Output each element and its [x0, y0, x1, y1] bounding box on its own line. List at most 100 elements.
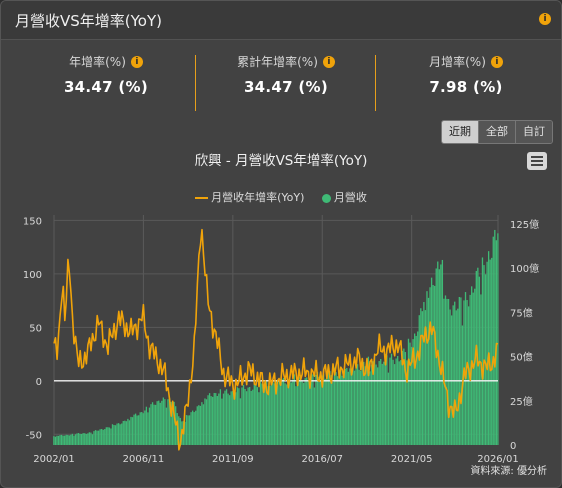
revenue-bar [403, 348, 405, 445]
revenue-bar [474, 288, 476, 445]
revenue-bar [489, 259, 491, 445]
revenue-bar [398, 361, 400, 445]
revenue-bar [60, 434, 63, 445]
revenue-bar [356, 364, 359, 445]
stat-label: 累計年增率(%) i [196, 53, 376, 70]
chart-legend: 月營收年增率(YoY) 月營收 [1, 189, 561, 205]
revenue-bar [165, 407, 168, 445]
revenue-bar [327, 370, 329, 445]
range-button-custom[interactable]: 自訂 [515, 121, 552, 143]
info-icon[interactable]: i [539, 13, 551, 25]
legend-item-yoy[interactable]: 月營收年增率(YoY) [195, 189, 304, 205]
revenue-bar [187, 415, 189, 445]
revenue-bar [454, 301, 456, 445]
revenue-bar [190, 412, 192, 445]
revenue-bars [53, 229, 499, 445]
range-button-recent[interactable]: 近期 [442, 121, 478, 143]
revenue-bar [429, 287, 431, 445]
stat-value: 34.47 (%) [243, 78, 329, 96]
x-tick-label: 2021/05 [391, 454, 433, 465]
revenue-bar [90, 432, 92, 445]
revenue-bar [309, 379, 311, 445]
revenue-bar [218, 393, 220, 445]
revenue-bar [286, 384, 288, 445]
revenue-bar [495, 240, 497, 445]
revenue-bar [484, 274, 487, 445]
revenue-bar [289, 378, 291, 445]
revenue-bar [400, 360, 402, 445]
y-right-tick-label: 75億 [510, 306, 533, 319]
revenue-bar [151, 402, 154, 445]
revenue-bar [344, 368, 346, 445]
chart-menu-icon[interactable] [527, 152, 547, 170]
revenue-bar [94, 430, 97, 445]
revenue-bar [389, 357, 391, 445]
revenue-bar [127, 418, 129, 445]
info-icon[interactable]: i [322, 55, 335, 68]
revenue-bar [353, 370, 356, 445]
revenue-bar [497, 233, 499, 445]
revenue-bar [469, 294, 471, 445]
revenue-bar [401, 350, 403, 445]
revenue-bar [265, 381, 268, 445]
revenue-bar [122, 421, 124, 445]
revenue-bar [124, 420, 126, 445]
revenue-bar [207, 395, 209, 445]
revenue-bar [383, 361, 385, 445]
revenue-bar [153, 404, 155, 445]
revenue-bar [173, 401, 175, 445]
revenue-bar [99, 429, 101, 445]
revenue-bar [233, 394, 235, 445]
revenue-bar [144, 410, 146, 445]
revenue-bar [417, 331, 419, 445]
range-button-all[interactable]: 全部 [478, 121, 515, 143]
revenue-bar [420, 308, 422, 445]
revenue-bar [167, 399, 169, 445]
revenue-bar [134, 413, 137, 445]
revenue-bar [361, 363, 363, 445]
revenue-bar [330, 374, 333, 445]
info-icon[interactable]: i [130, 55, 143, 68]
stat-label-text: 年增率(%) [69, 55, 126, 69]
revenue-bar [85, 433, 87, 445]
revenue-bar [77, 433, 80, 445]
revenue-bar [179, 417, 181, 445]
revenue-bar [369, 371, 371, 445]
revenue-bar [373, 358, 376, 445]
revenue-bar [418, 315, 420, 445]
revenue-bar [71, 433, 74, 445]
legend-item-revenue[interactable]: 月營收 [321, 189, 367, 205]
revenue-bar [492, 236, 494, 445]
revenue-bar [466, 300, 468, 445]
revenue-bar [67, 434, 69, 445]
y-right-tick-label: 50億 [510, 351, 533, 364]
revenue-bar [395, 358, 397, 445]
info-icon[interactable]: i [490, 55, 503, 68]
revenue-bar [159, 402, 161, 445]
revenue-bar [201, 402, 203, 445]
revenue-bar [253, 384, 255, 445]
revenue-bar [141, 412, 143, 445]
revenue-bar [415, 335, 417, 445]
revenue-bar [315, 374, 317, 445]
revenue-bar [238, 388, 240, 445]
revenue-bar [346, 368, 348, 445]
revenue-bar [424, 310, 427, 445]
revenue-bar [267, 386, 269, 445]
revenue-bar [147, 412, 149, 445]
revenue-bar [296, 380, 299, 445]
card-header: 月營收VS年增率(YoY) i [1, 1, 561, 40]
revenue-bar [113, 424, 115, 445]
revenue-bar [287, 379, 289, 445]
revenue-bar [324, 378, 326, 445]
revenue-bar [304, 378, 306, 445]
revenue-bar [372, 361, 374, 445]
revenue-bar [73, 435, 75, 445]
revenue-bar [204, 398, 206, 445]
revenue-bar [145, 406, 148, 445]
revenue-bar [338, 372, 340, 445]
revenue-bar [446, 298, 448, 445]
revenue-bar [487, 251, 490, 445]
revenue-bar [430, 277, 433, 445]
revenue-bar [378, 361, 380, 445]
